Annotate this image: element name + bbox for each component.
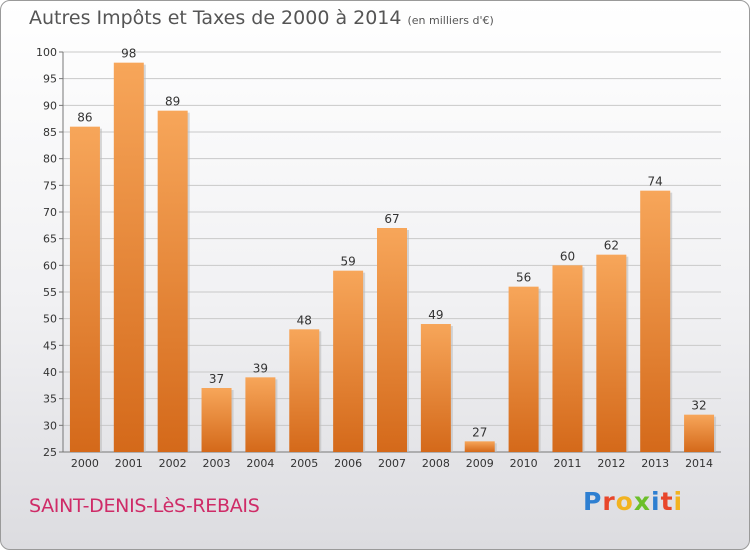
bar (69, 126, 100, 453)
y-tick-label: 55 (43, 286, 57, 299)
y-tick-label: 95 (43, 73, 57, 86)
bar (289, 329, 320, 452)
x-tick-label: 2008 (422, 457, 450, 470)
x-tick-label: 2014 (685, 457, 713, 470)
bar-group: 98 2001 (113, 47, 146, 470)
bar (640, 190, 671, 452)
title-main: Autres Impôts et Taxes de 2000 à 2014 (29, 7, 402, 29)
bar-value-label: 86 (77, 111, 92, 125)
bar-group: 56 2010 (508, 271, 541, 470)
bar-value-label: 27 (472, 425, 487, 439)
x-tick-label: 2010 (510, 457, 538, 470)
bar-group: 49 2008 (420, 308, 453, 470)
x-tick-label: 2012 (597, 457, 625, 470)
bar-group: 37 2003 (201, 372, 234, 470)
x-tick-label: 2013 (641, 457, 669, 470)
bar-value-label: 74 (648, 175, 663, 189)
bar-group: 48 2005 (289, 313, 322, 470)
bar-group: 74 2013 (640, 175, 673, 470)
bar (245, 377, 276, 452)
bar-group: 89 2002 (157, 95, 190, 470)
bar-group: 27 2009 (464, 425, 497, 470)
logo-letter: i (673, 487, 684, 516)
x-tick-label: 2006 (334, 457, 362, 470)
bar-value-label: 32 (691, 399, 706, 413)
bar-value-label: 37 (209, 372, 224, 386)
x-tick-label: 2003 (203, 457, 231, 470)
y-tick-label: 30 (43, 419, 57, 432)
logo-letter: x (633, 487, 651, 516)
y-tick-label: 85 (43, 126, 57, 139)
logo-letter: r (602, 487, 616, 516)
bar-value-label: 49 (428, 308, 443, 322)
bar-group: 39 2004 (245, 361, 278, 470)
x-tick-label: 2002 (159, 457, 187, 470)
y-tick-label: 90 (43, 99, 57, 112)
x-tick-label: 2001 (115, 457, 143, 470)
bar-group: 32 2014 (684, 399, 717, 470)
bar (333, 270, 364, 452)
bar-value-label: 48 (297, 313, 312, 327)
title-unit: (en milliers d'€) (407, 14, 494, 27)
logo-letter: o (615, 487, 634, 516)
y-tick-label: 75 (43, 179, 57, 192)
y-tick-label: 50 (43, 313, 57, 326)
x-tick-label: 2009 (466, 457, 494, 470)
bar-value-label: 62 (604, 239, 619, 253)
bar (684, 414, 715, 452)
bar-value-label: 60 (560, 249, 575, 263)
bar-value-label: 56 (516, 271, 531, 285)
logo-letter: P (583, 487, 603, 516)
bar-value-label: 39 (253, 361, 268, 375)
commune-name: SAINT-DENIS-LèS-REBAIS (29, 495, 260, 517)
bar (552, 265, 583, 452)
bar (508, 286, 539, 452)
y-tick-label: 45 (43, 339, 57, 352)
y-tick-label: 80 (43, 153, 57, 166)
bar-group: 62 2012 (596, 239, 629, 470)
bar (113, 62, 144, 453)
y-tick-label: 60 (43, 259, 57, 272)
bar (157, 110, 188, 453)
bar-value-label: 98 (121, 47, 136, 61)
bar (464, 441, 495, 452)
x-tick-label: 2005 (290, 457, 318, 470)
proxiti-logo[interactable]: Proxiti (583, 487, 683, 516)
bar (377, 228, 407, 452)
y-tick-label: 65 (43, 233, 57, 246)
y-tick-label: 25 (43, 446, 57, 459)
bar-group: 60 2011 (552, 249, 585, 470)
y-tick-label: 35 (43, 393, 57, 406)
bar-value-label: 89 (165, 95, 180, 109)
bar (420, 324, 451, 452)
y-tick-label: 70 (43, 206, 57, 219)
y-tick-label: 40 (43, 366, 57, 379)
x-tick-label: 2004 (246, 457, 274, 470)
x-tick-label: 2011 (553, 457, 581, 470)
bar-group: 67 2007 (377, 212, 409, 470)
bar-group: 86 2000 (69, 111, 102, 470)
logo-letter: i (651, 487, 661, 516)
bar-value-label: 67 (384, 212, 399, 226)
chart-title: Autres Impôts et Taxes de 2000 à 2014 (en… (29, 7, 494, 29)
y-tick-label: 100 (36, 46, 57, 59)
x-tick-label: 2007 (378, 457, 406, 470)
bar (596, 254, 627, 452)
bar (201, 388, 232, 452)
bar-group: 59 2006 (333, 255, 366, 470)
x-tick-label: 2000 (71, 457, 99, 470)
logo-letter: t (660, 487, 674, 516)
bar-value-label: 59 (340, 255, 355, 269)
